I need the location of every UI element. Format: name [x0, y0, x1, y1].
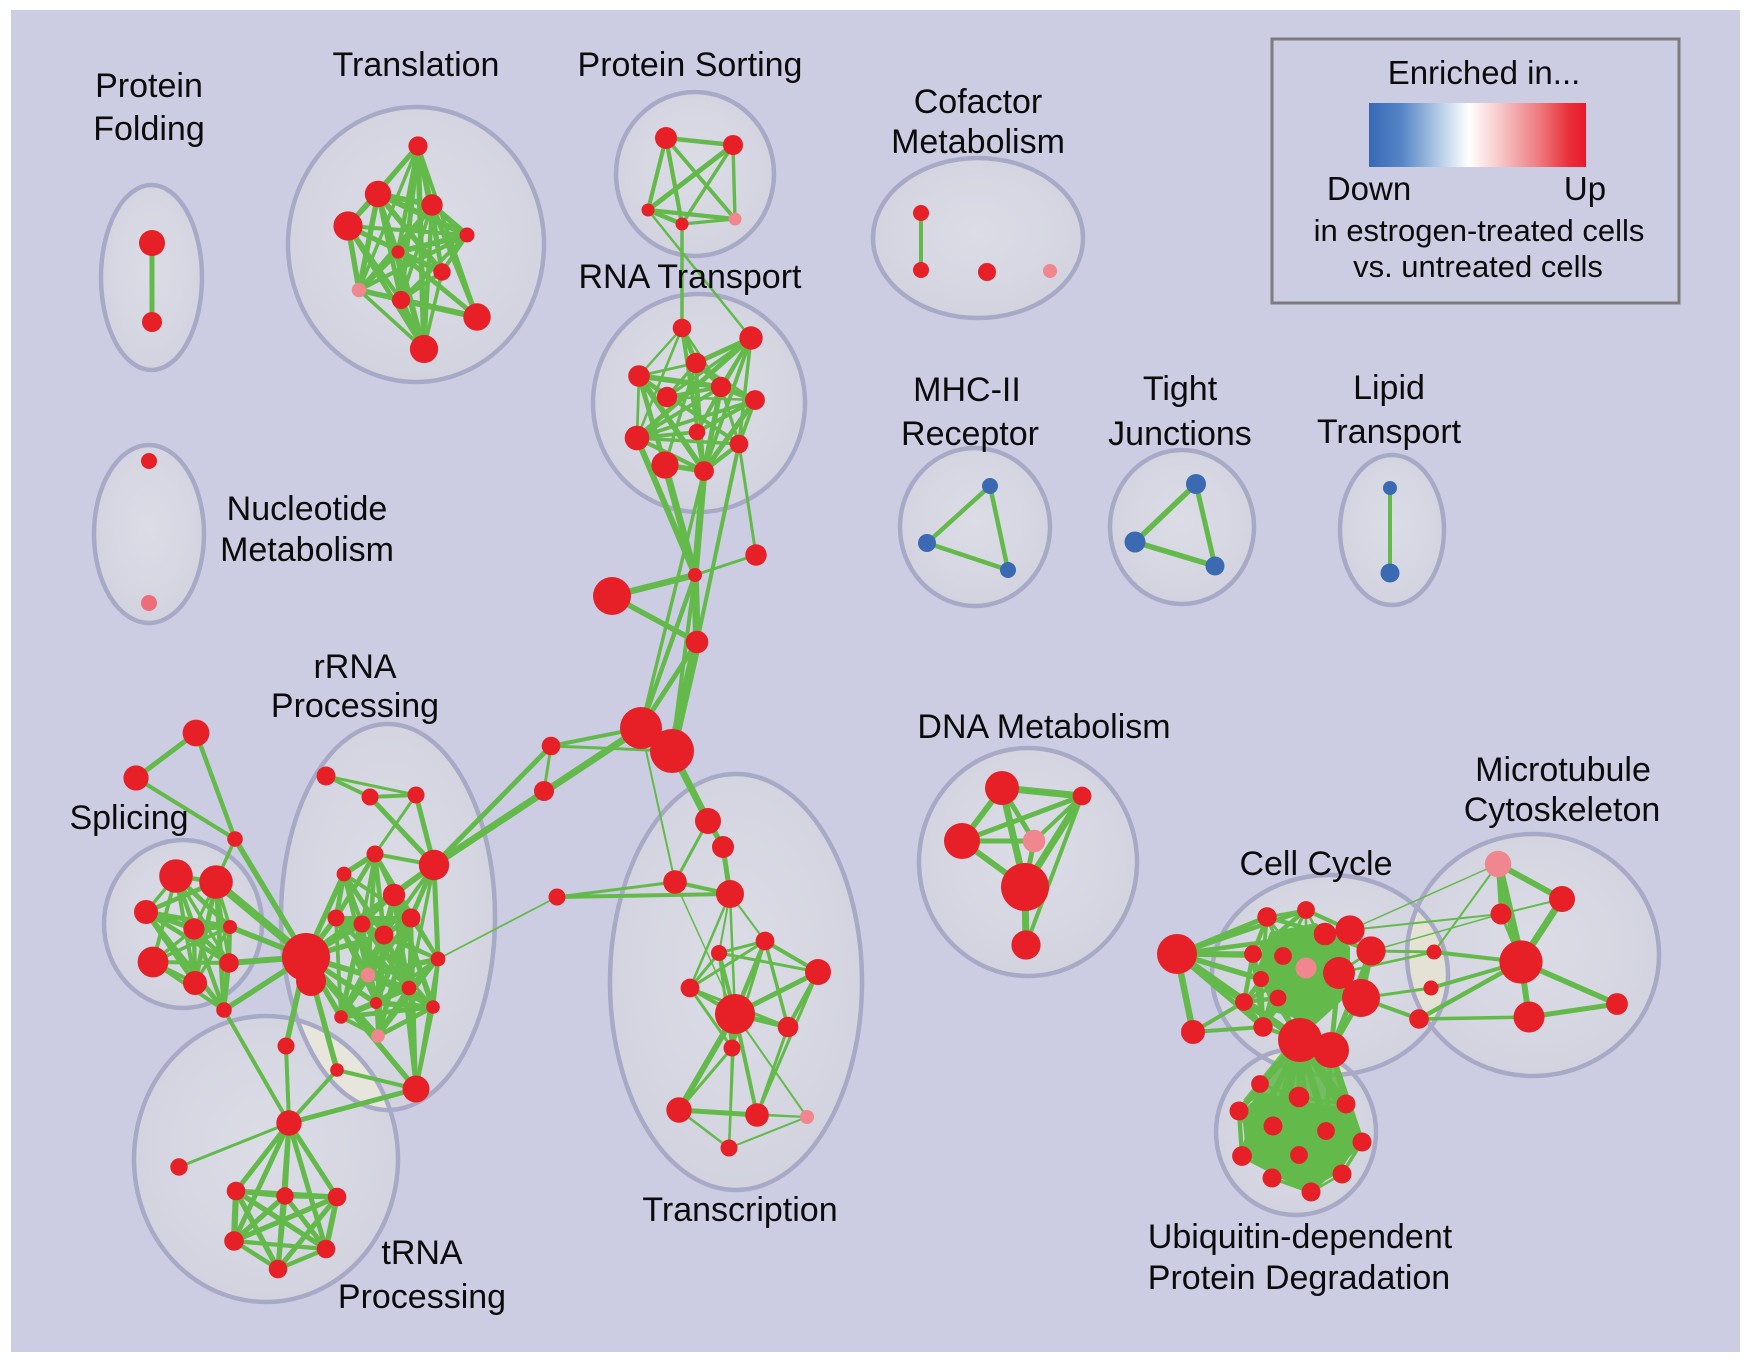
- svg-text:Microtubule: Microtubule: [1475, 751, 1651, 789]
- svg-text:Splicing: Splicing: [69, 799, 188, 837]
- svg-text:Up: Up: [1564, 170, 1606, 207]
- svg-text:tRNA: tRNA: [381, 1234, 463, 1272]
- svg-text:Receptor: Receptor: [901, 415, 1039, 453]
- svg-text:Transcription: Transcription: [642, 1191, 837, 1229]
- svg-text:Transport: Transport: [1317, 413, 1462, 451]
- svg-text:rRNA: rRNA: [313, 648, 396, 686]
- svg-text:RNA Transport: RNA Transport: [579, 258, 803, 296]
- svg-text:Metabolism: Metabolism: [220, 531, 394, 569]
- svg-text:Tight: Tight: [1143, 370, 1218, 408]
- svg-text:Metabolism: Metabolism: [891, 123, 1065, 161]
- svg-text:in estrogen-treated cells: in estrogen-treated cells: [1314, 213, 1645, 248]
- svg-text:Protein Sorting: Protein Sorting: [578, 46, 803, 84]
- svg-text:Down: Down: [1327, 170, 1411, 207]
- svg-text:Processing: Processing: [338, 1278, 506, 1316]
- svg-text:Protein Degradation: Protein Degradation: [1148, 1259, 1450, 1297]
- svg-text:Nucleotide: Nucleotide: [227, 490, 388, 528]
- svg-text:Cell Cycle: Cell Cycle: [1239, 845, 1392, 883]
- svg-text:vs. untreated cells: vs. untreated cells: [1353, 249, 1603, 284]
- svg-text:Junctions: Junctions: [1108, 415, 1252, 453]
- svg-text:Lipid: Lipid: [1353, 369, 1425, 407]
- svg-text:Protein: Protein: [95, 67, 203, 105]
- svg-text:Ubiquitin-dependent: Ubiquitin-dependent: [1148, 1218, 1453, 1256]
- svg-text:Cytoskeleton: Cytoskeleton: [1464, 791, 1661, 829]
- svg-text:Processing: Processing: [271, 687, 439, 725]
- svg-text:DNA Metabolism: DNA Metabolism: [917, 708, 1170, 746]
- svg-text:Cofactor: Cofactor: [914, 83, 1043, 121]
- svg-text:Enriched in...: Enriched in...: [1388, 54, 1581, 91]
- svg-text:Translation: Translation: [333, 46, 500, 84]
- svg-text:Folding: Folding: [93, 110, 205, 148]
- svg-text:MHC-II: MHC-II: [913, 371, 1021, 409]
